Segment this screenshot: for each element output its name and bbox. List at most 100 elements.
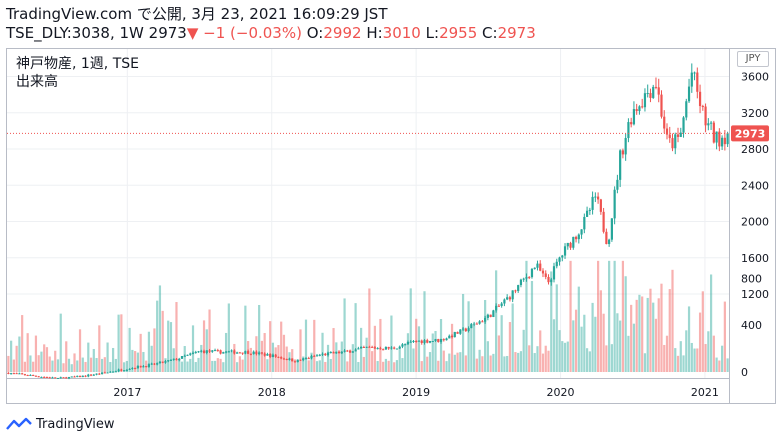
- candle: [365, 346, 368, 348]
- volume-bar: [324, 361, 327, 372]
- candle: [387, 346, 390, 349]
- volume-bar: [161, 310, 164, 372]
- volume-bar: [54, 350, 57, 372]
- candle: [528, 277, 531, 279]
- volume-bar: [547, 350, 550, 372]
- volume-bar: [263, 333, 266, 372]
- candle: [497, 305, 500, 307]
- volume-bar: [45, 347, 49, 372]
- candle: [489, 314, 492, 318]
- candle: [547, 276, 550, 283]
- volume-bar: [252, 351, 255, 372]
- candle: [269, 353, 272, 357]
- volume-bar: [189, 358, 192, 372]
- y-tick-label: 3600: [741, 71, 769, 84]
- volume-bar: [428, 352, 432, 372]
- candle: [530, 268, 534, 278]
- candle: [398, 346, 401, 349]
- volume-bar: [577, 286, 580, 372]
- candle: [393, 347, 396, 349]
- volume-bar: [365, 337, 368, 372]
- candle: [153, 363, 156, 365]
- volume-bar: [445, 361, 448, 372]
- candle: [136, 365, 139, 369]
- candle: [271, 354, 275, 357]
- volume-bar: [652, 302, 655, 372]
- volume-bar: [111, 347, 115, 372]
- volume-bar: [167, 320, 170, 372]
- volume-bar: [690, 342, 693, 372]
- candle: [663, 116, 666, 129]
- candle: [597, 196, 600, 200]
- candle: [282, 358, 286, 360]
- volume-bar: [685, 330, 688, 372]
- candle: [555, 261, 558, 267]
- candle: [478, 321, 481, 324]
- candle: [707, 123, 710, 126]
- candle: [34, 375, 38, 377]
- volume-bar: [373, 325, 376, 372]
- candle: [296, 359, 299, 363]
- currency-button[interactable]: JPY: [737, 51, 769, 67]
- volume-bar: [43, 344, 46, 372]
- candle: [222, 352, 225, 354]
- candle: [227, 351, 230, 353]
- volume-bar: [486, 341, 489, 372]
- candle: [95, 373, 98, 375]
- volume-bar: [715, 357, 718, 372]
- volume-bar: [368, 288, 371, 372]
- candle: [299, 359, 302, 361]
- candle: [202, 350, 206, 353]
- candle: [423, 340, 426, 343]
- candle: [156, 363, 159, 365]
- candle: [450, 335, 454, 338]
- volume-bar: [390, 315, 393, 372]
- volume-bar: [552, 319, 556, 372]
- volume-bar: [448, 353, 451, 372]
- volume-bar: [398, 347, 401, 372]
- tradingview-logo-icon: [6, 417, 32, 430]
- volume-bar: [417, 326, 421, 372]
- candle: [503, 299, 506, 304]
- candle: [426, 340, 429, 343]
- candle: [109, 371, 112, 373]
- volume-bar: [326, 344, 330, 372]
- candle: [145, 366, 148, 368]
- candle: [111, 371, 115, 373]
- volume-bar: [354, 303, 357, 372]
- tradingview-footer[interactable]: TradingView: [6, 414, 115, 434]
- volume-bar: [81, 357, 84, 372]
- volume-bar: [266, 359, 269, 372]
- candle: [307, 358, 310, 360]
- volume-bar: [296, 360, 299, 372]
- candle: [561, 255, 564, 258]
- volume-bar: [437, 360, 440, 372]
- volume-bar: [169, 322, 173, 372]
- volume-bar: [224, 332, 228, 372]
- volume-bar: [172, 348, 175, 372]
- volume-bar: [558, 330, 561, 372]
- volume-bar: [346, 361, 349, 372]
- candle: [384, 346, 388, 350]
- volume-bar: [580, 326, 583, 372]
- volume-bar: [679, 341, 682, 372]
- candle: [583, 216, 586, 230]
- volume-bar: [183, 346, 186, 372]
- volume-bar: [78, 329, 82, 372]
- candle: [687, 86, 691, 102]
- volume-bar: [277, 345, 280, 372]
- volume-bar: [211, 360, 214, 372]
- candle: [599, 199, 602, 212]
- volume-bar: [654, 318, 658, 372]
- candle: [224, 351, 228, 353]
- volume-bar: [401, 358, 404, 372]
- volume-bar: [335, 342, 338, 372]
- candle: [73, 376, 76, 378]
- volume-bar: [362, 356, 365, 372]
- candle: [500, 303, 503, 306]
- volume-bar: [726, 358, 729, 372]
- volume-bar: [643, 353, 647, 372]
- candle: [619, 150, 622, 180]
- candle: [10, 373, 13, 375]
